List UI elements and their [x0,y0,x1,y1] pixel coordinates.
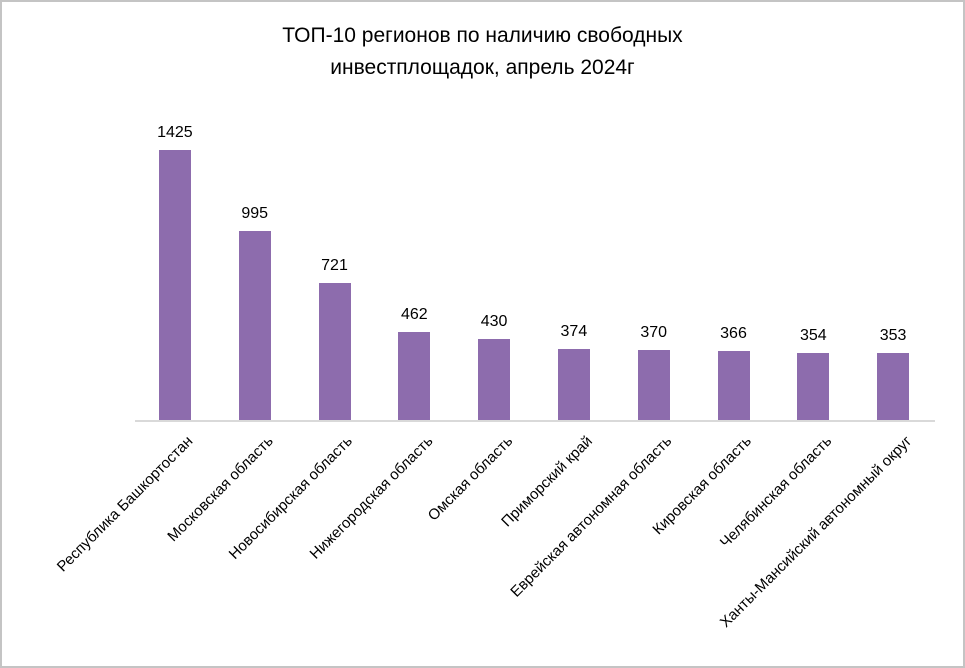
bar-value-label-5: 430 [480,313,508,330]
bar-value-label-2: 995 [241,205,269,222]
bar-value-label-3: 721 [321,257,348,274]
bar-8 [717,351,750,420]
x-axis-category-label-7: Еврейская автономная область [507,432,676,601]
bar-9 [797,353,830,420]
x-axis-category-label-1: Республика Башкортостан [54,432,197,576]
chart-title: ТОП-10 регионов по наличию свободных инв… [2,20,963,84]
bar-value-label-4: 462 [400,306,428,323]
chart-title-line-1: ТОП-10 регионов по наличию свободных [282,24,683,47]
bar-1 [158,150,191,420]
bar-3 [318,283,351,420]
x-axis-line [135,420,935,422]
bar-6 [557,349,590,420]
bar-value-label-10: 353 [879,327,907,344]
bar-value-label-9: 354 [799,327,827,344]
bar-10 [877,353,910,420]
bar-value-label-7: 370 [640,324,668,341]
bar-value-label-1: 1425 [157,124,193,141]
bar-4 [398,332,431,420]
plot-area: 1425 995 721 462 430 374 370 366 354 353 [135,124,933,420]
chart-title-line-2: инвестплощадок, апрель 2024г [330,56,635,79]
bar-5 [478,339,511,420]
bar-2 [238,231,271,420]
bar-value-label-6: 374 [560,323,588,340]
bar-7 [637,350,670,420]
bar-value-label-8: 366 [720,325,747,342]
